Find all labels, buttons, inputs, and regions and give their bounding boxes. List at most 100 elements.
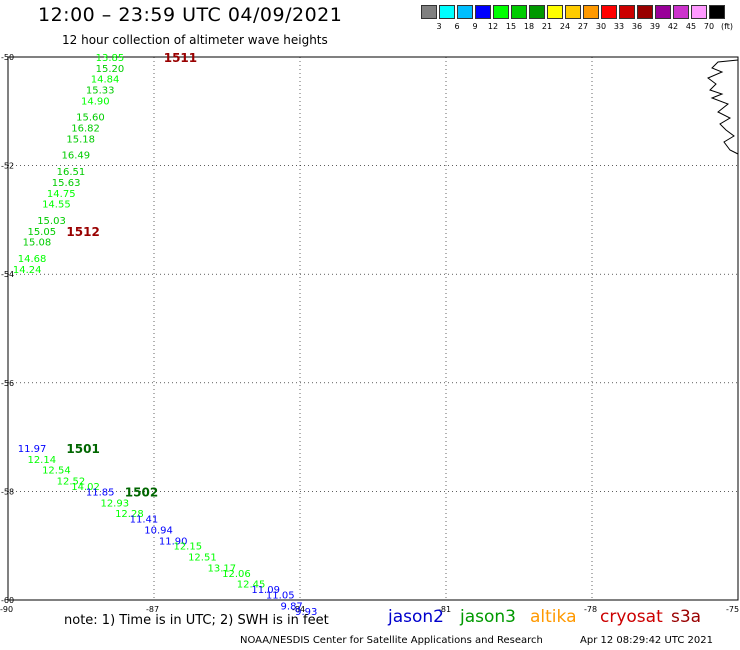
legend-swatch xyxy=(529,5,545,19)
legend-level: 15 xyxy=(505,22,517,31)
coastline-path xyxy=(707,59,739,155)
legend-swatch xyxy=(655,5,671,19)
wave-height-value: 11.90 xyxy=(159,536,188,547)
wave-height-value: 16.51 xyxy=(57,167,86,178)
wave-height-value: 11.97 xyxy=(18,444,47,455)
legend-level: 24 xyxy=(559,22,571,31)
wave-height-value: 9.87 xyxy=(281,601,303,612)
wave-height-value: 11.85 xyxy=(86,487,115,498)
wave-height-value: 12.52 xyxy=(57,477,86,488)
wave-height-value: 14.55 xyxy=(42,200,71,211)
wave-height-value: 14.84 xyxy=(91,75,120,86)
lon-label: -90 xyxy=(0,605,13,614)
legend-swatch xyxy=(493,5,509,19)
lon-label: -75 xyxy=(726,605,739,614)
wave-height-value: 10.94 xyxy=(144,525,173,536)
footer-source: NOAA/NESDIS Center for Satellite Applica… xyxy=(240,635,543,646)
wave-height-value: 15.03 xyxy=(37,216,66,227)
legend-swatch xyxy=(709,5,725,19)
legend-level: 42 xyxy=(667,22,679,31)
satellite-s3a: s3a xyxy=(671,607,702,627)
legend-swatch xyxy=(565,5,581,19)
wave-height-value: 12.45 xyxy=(237,580,266,591)
lat-label: -56 xyxy=(1,379,14,388)
time-label: 1502 xyxy=(125,485,158,499)
coastline xyxy=(707,59,739,155)
wave-height-value: 15.18 xyxy=(66,134,95,145)
legend-level: 39 xyxy=(649,22,661,31)
wave-height-value: 14.90 xyxy=(81,96,110,107)
satellite-jason3: jason3 xyxy=(460,607,516,627)
map-grid xyxy=(8,57,738,600)
legend-swatch xyxy=(583,5,599,19)
wave-height-value: 13.17 xyxy=(208,563,237,574)
time-label: 1501 xyxy=(66,442,99,456)
legend-swatch xyxy=(673,5,689,19)
legend-swatch xyxy=(547,5,563,19)
legend-level: 45 xyxy=(685,22,697,31)
map-subtitle: 12 hour collection of altimeter wave hei… xyxy=(62,33,328,47)
legend-swatch xyxy=(619,5,635,19)
map-frame xyxy=(7,56,739,601)
legend-level: 21 xyxy=(541,22,553,31)
map-title: 12:00 – 23:59 UTC 04/09/2021 xyxy=(38,4,343,26)
legend-level: (ft) xyxy=(720,22,734,31)
wave-height-value: 15.63 xyxy=(52,178,81,189)
wave-height-value: 12.14 xyxy=(27,455,56,466)
lat-label: -52 xyxy=(1,162,14,171)
wave-height-value: 11.05 xyxy=(266,591,295,602)
lat-label: -58 xyxy=(1,487,14,496)
legend-level: 36 xyxy=(631,22,643,31)
legend-level: 18 xyxy=(523,22,535,31)
wave-height-value: 15.20 xyxy=(96,64,125,75)
wave-height-value: 15.33 xyxy=(86,86,115,97)
wave-height-value: 14.02 xyxy=(71,482,100,493)
satellite-jason2: jason2 xyxy=(388,607,444,627)
lon-label: -78 xyxy=(584,605,597,614)
wave-height-value: 14.24 xyxy=(13,265,42,276)
legend-level: 33 xyxy=(613,22,625,31)
legend-level: 6 xyxy=(454,22,460,31)
legend-swatch xyxy=(691,5,707,19)
lon-label: -81 xyxy=(438,605,451,614)
wave-height-value: 12.93 xyxy=(100,498,129,509)
lon-label: -87 xyxy=(146,605,159,614)
wave-height-value: 13.85 xyxy=(96,53,125,64)
wave-height-value: 12.28 xyxy=(115,509,144,520)
legend-level: 9 xyxy=(472,22,478,31)
legend-level: 27 xyxy=(577,22,589,31)
wave-height-value: 14.75 xyxy=(47,189,76,200)
wave-height-value: 12.06 xyxy=(222,569,251,580)
time-label: 1511 xyxy=(164,51,197,65)
legend-level: 30 xyxy=(595,22,607,31)
wave-height-value: 14.68 xyxy=(18,254,47,265)
satellite-cryosat: cryosat xyxy=(600,607,663,627)
legend-swatch xyxy=(511,5,527,19)
legend-swatch xyxy=(601,5,617,19)
axis-labels: -50 -52 -54 -56 -58 -60-90 -87 -84 -81 -78 -75 xyxy=(0,53,739,614)
legend-swatch xyxy=(637,5,653,19)
wave-height-value: 15.08 xyxy=(23,238,52,249)
wave-height-value: 9.93 xyxy=(295,607,317,618)
legend-swatch xyxy=(457,5,473,19)
legend-level: 12 xyxy=(487,22,499,31)
legend-swatch xyxy=(439,5,455,19)
lat-label: -54 xyxy=(1,270,14,279)
lon-label: -84 xyxy=(292,605,305,614)
wave-height-value: 11.41 xyxy=(130,515,159,526)
lat-label: -60 xyxy=(1,596,14,605)
wave-height-value: 12.51 xyxy=(188,553,217,564)
wave-height-value: 15.60 xyxy=(76,113,105,124)
lat-label: -50 xyxy=(1,53,14,62)
wave-height-value: 12.54 xyxy=(42,466,71,477)
note-text: note: 1) Time is in UTC; 2) SWH is in fe… xyxy=(64,613,329,628)
legend-level: 70 xyxy=(703,22,715,31)
wave-height-value: 12.15 xyxy=(173,542,202,553)
wave-height-value: 11.09 xyxy=(251,585,280,596)
wave-height-value: 16.49 xyxy=(62,151,91,162)
wave-height-value: 15.05 xyxy=(27,227,56,238)
legend-swatch xyxy=(475,5,491,19)
time-label: 1512 xyxy=(66,225,99,239)
